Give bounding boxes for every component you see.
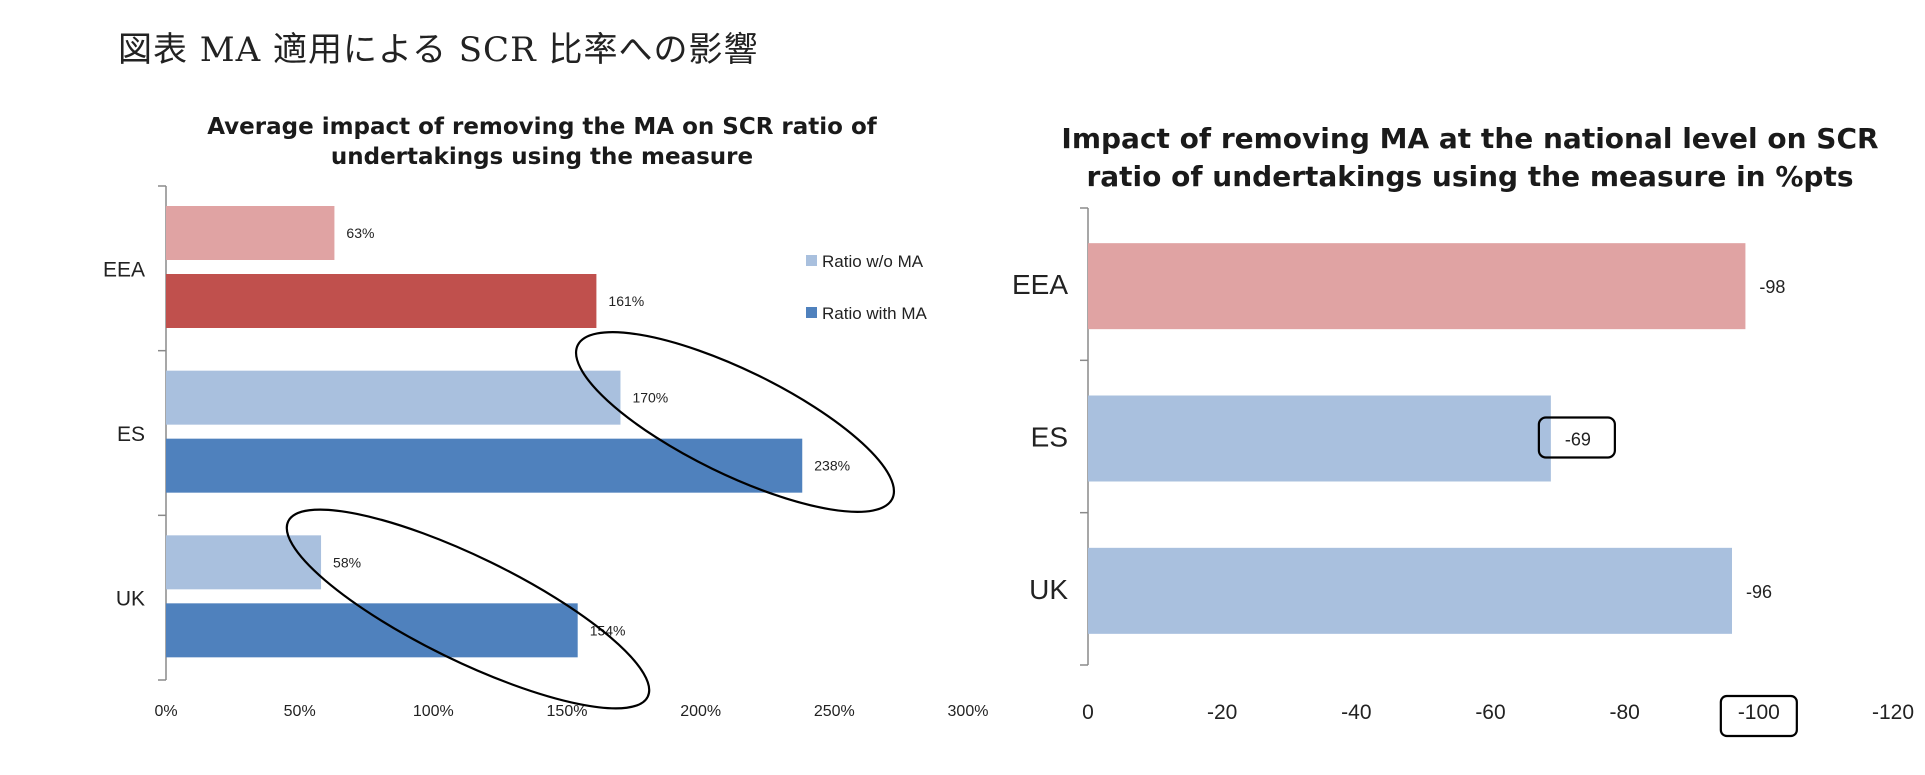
annotation-ellipse-es — [574, 331, 896, 513]
category-label: UK — [1029, 574, 1068, 605]
x-tick-label: 150% — [547, 703, 588, 720]
bar — [1088, 395, 1551, 482]
chart-title-line: Impact of removing MA at the national le… — [1061, 122, 1878, 155]
legend-label: Ratio w/o MA — [822, 252, 924, 271]
x-tick-label: 0% — [154, 703, 177, 720]
bar — [166, 603, 578, 658]
x-tick-label: -80 — [1609, 701, 1639, 724]
x-tick-label: -120 — [1872, 701, 1914, 724]
legend-label: Ratio with MA — [822, 304, 928, 323]
data-label: -69 — [1565, 430, 1591, 450]
category-label: EEA — [1012, 269, 1068, 300]
page-title: 図表 MA 適用による SCR 比率への影響 — [118, 30, 759, 70]
data-label: -98 — [1759, 277, 1785, 297]
data-label: -96 — [1746, 582, 1772, 602]
x-tick-label: -20 — [1207, 701, 1237, 724]
data-label: 63% — [346, 225, 374, 241]
annotation-box-label — [1537, 416, 1616, 459]
annotation-ellipse-uk — [285, 508, 651, 710]
bar — [1088, 547, 1732, 634]
bar — [166, 274, 597, 328]
bar — [1088, 243, 1746, 330]
category-label: ES — [117, 423, 145, 446]
x-tick-label: 300% — [948, 703, 989, 720]
bar — [166, 370, 621, 425]
bar — [166, 206, 335, 260]
data-label: 170% — [632, 390, 668, 406]
chart-left: Average impact of removing the MA on SCR… — [103, 114, 989, 720]
x-tick-label: -100 — [1738, 701, 1780, 724]
x-tick-label: 250% — [814, 703, 855, 720]
x-tick-label: 100% — [413, 703, 454, 720]
chart-title-line: undertakings using the measure — [331, 144, 753, 170]
data-label: 238% — [814, 458, 850, 474]
annotation-box-tick — [1719, 694, 1798, 738]
bar — [166, 438, 803, 493]
x-tick-label: 200% — [680, 703, 721, 720]
x-tick-label: 50% — [284, 703, 316, 720]
chart-title-line: Average impact of removing the MA on SCR… — [207, 114, 878, 140]
x-tick-label: -40 — [1341, 701, 1371, 724]
legend-swatch — [806, 255, 817, 266]
chart-right: Impact of removing MA at the national le… — [1012, 122, 1914, 738]
category-label: EEA — [103, 258, 145, 281]
x-tick-label: 0 — [1082, 701, 1094, 724]
category-label: UK — [116, 588, 145, 611]
bar — [166, 535, 322, 590]
x-tick-label: -60 — [1475, 701, 1505, 724]
legend-swatch — [806, 307, 817, 318]
chart-title-line: ratio of undertakings using the measure … — [1086, 160, 1853, 193]
data-label: 161% — [608, 293, 644, 309]
category-label: ES — [1031, 422, 1068, 453]
data-label: 58% — [333, 554, 361, 570]
